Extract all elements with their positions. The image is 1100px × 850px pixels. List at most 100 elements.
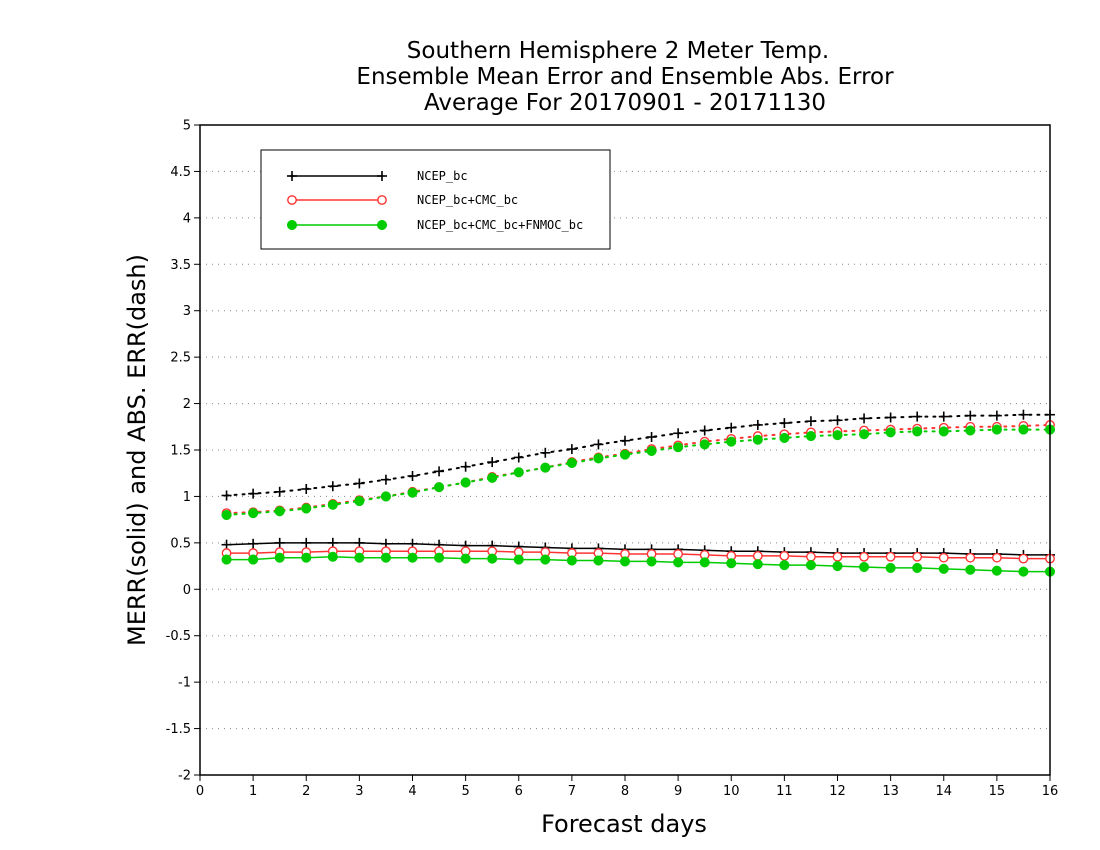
series-0-abs_err-point: [912, 411, 923, 422]
series-2-merr-point: [487, 553, 498, 564]
y-tick-label: 1.5: [170, 444, 191, 459]
x-tick-label: 9: [674, 784, 682, 799]
series-2-merr-point: [752, 559, 763, 570]
series-2-merr-point: [991, 565, 1002, 576]
series-0-merr-point: [327, 537, 338, 548]
series-2-abs_err-point: [380, 491, 391, 502]
y-axis-title: MERR(solid) and ABS. ERR(dash): [123, 254, 151, 646]
series-0-abs_err-point: [327, 481, 338, 492]
legend-marker-start: [287, 171, 297, 181]
x-tick-label: 15: [989, 784, 1006, 799]
series-0-abs_err-line: [225, 413, 1051, 497]
series-0-abs_err-point: [274, 486, 285, 497]
series-0-abs_err-point: [301, 484, 312, 494]
series-0-abs_err-point: [752, 419, 763, 430]
series-1-merr-point: [938, 552, 949, 563]
series-1-merr-point: [779, 550, 790, 561]
series-2-merr-point: [540, 554, 551, 565]
series-0-abs_err-point: [593, 439, 604, 450]
series-2-merr-point: [912, 562, 923, 573]
series-1: [221, 420, 1055, 564]
series-0-abs_err-point: [646, 432, 657, 442]
series-0-merr-point: [274, 537, 285, 548]
series-1-merr-point: [859, 551, 869, 562]
legend-label: NCEP_bc+CMC_bc: [417, 193, 518, 207]
legend-marker-end: [377, 171, 387, 181]
series-2-merr-point: [380, 552, 391, 563]
series-2-merr-point: [513, 554, 524, 565]
x-tick-label: 0: [196, 784, 204, 799]
series-2-merr-point: [407, 552, 418, 563]
series-2-abs_err-point: [912, 426, 923, 437]
series-2-abs_err-point: [221, 509, 232, 521]
series-0-abs_err-point: [540, 447, 551, 458]
legend-item-2: NCEP_bc+CMC_bc+FNMOC_bc: [286, 218, 583, 232]
series-2-abs_err-point: [991, 424, 1002, 435]
series-2-abs_err-point: [965, 425, 976, 436]
series-0-abs_err-point: [805, 416, 816, 427]
series-2-abs_err-point: [248, 508, 259, 519]
series-0-abs_err-point: [513, 452, 524, 463]
series-2-abs_err-point: [752, 434, 763, 445]
series-2-abs_err-point: [805, 431, 816, 442]
y-tick-label: 4.5: [170, 165, 191, 180]
series-2-merr-point: [274, 552, 285, 563]
series-2: [221, 424, 1056, 577]
tick-layer: -2-1.5-1-0.500.511.522.533.544.550 1 2 3 4 5 6…: [166, 119, 1059, 800]
y-tick-label: 5: [183, 119, 191, 134]
x-tick-label: 1: [249, 784, 257, 799]
series-0-abs_err-point: [779, 418, 790, 429]
x-tick-label: 13: [882, 784, 899, 799]
series-0-merr-line: [226, 542, 1050, 556]
series-2-abs_err-point: [646, 445, 657, 456]
series-2-abs_err-point: [859, 429, 870, 440]
series-2-abs_err-point: [487, 472, 498, 483]
series-2-abs_err-line: [225, 428, 1051, 516]
y-tick-label: 0.5: [170, 536, 191, 551]
series-0-abs_err-point: [699, 425, 710, 436]
series-2-merr-point: [859, 561, 870, 573]
x-tick-label: 8: [621, 784, 629, 799]
series-0-abs_err-point: [1018, 409, 1029, 420]
series-0-merr-point: [248, 538, 259, 549]
series-2-merr-point: [221, 554, 232, 565]
y-tick-label: -1.5: [166, 722, 191, 737]
x-axis-title: Forecast days: [541, 810, 707, 838]
y-tick-label: 1: [183, 490, 191, 505]
series-2-merr-point: [832, 561, 843, 572]
series-1-merr-point: [885, 551, 896, 562]
series-0-abs_err-point: [221, 490, 232, 501]
series-2-abs_err-point: [513, 467, 524, 478]
series-2-merr-line: [226, 556, 1050, 573]
x-tick-label: 6: [515, 784, 523, 799]
series-2-abs_err-point: [593, 453, 604, 464]
series-0-abs_err-point: [673, 428, 684, 439]
series-2-merr-point: [354, 552, 365, 563]
legend-marker-end: [377, 195, 387, 205]
series-2-abs_err-point: [832, 430, 843, 441]
series-0-abs_err-point: [938, 411, 949, 422]
series-2-abs_err-point: [938, 426, 949, 437]
legend-marker-start: [287, 195, 297, 205]
y-tick-label: 2: [183, 397, 191, 412]
y-tick-label: -0.5: [166, 629, 191, 644]
series-2-abs_err-point: [699, 439, 710, 450]
series-2-merr-point: [301, 552, 312, 563]
legend-label: NCEP_bc: [417, 169, 468, 183]
series-2-abs_err-point: [274, 506, 285, 517]
series-2-merr-point: [566, 555, 577, 566]
series-2-merr-point: [885, 562, 896, 573]
title-line-2: Ensemble Mean Error and Ensemble Abs. Er…: [356, 64, 894, 90]
series-layer: [221, 409, 1056, 577]
series-2-merr-point: [593, 555, 604, 566]
series-2-merr-point: [938, 563, 949, 574]
series-2-abs_err-point: [619, 449, 631, 460]
series-2-merr-point: [646, 556, 657, 567]
series-0-abs_err-point: [380, 474, 391, 485]
series-0-abs_err-point: [832, 415, 843, 426]
x-tick-label: 3: [355, 784, 363, 799]
series-0-merr-point: [221, 539, 232, 550]
series-1-merr-point: [752, 550, 763, 561]
series-1-merr-point: [832, 551, 843, 562]
series-2-abs_err-point: [407, 487, 418, 498]
